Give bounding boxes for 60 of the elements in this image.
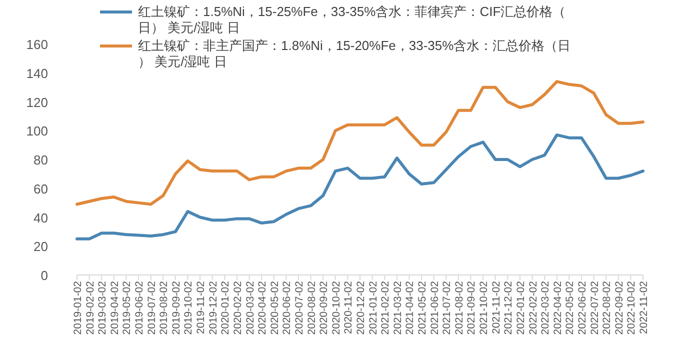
y-tick-label: 40: [34, 210, 48, 226]
x-tick-label: 2020-10-02: [330, 280, 342, 335]
y-tick-label: 20: [34, 239, 48, 254]
x-tick-label: 2021-04-02: [404, 280, 416, 335]
x-tick-label: 2021-03-02: [392, 280, 404, 335]
x-tick-label: 2021-11-02: [490, 280, 502, 334]
x-tick-label: 2022-07-02: [588, 280, 601, 335]
line-series: [76, 133, 644, 240]
x-tick-label: 2019-04-02: [108, 280, 121, 335]
x-tick-label: 2019-01-02: [72, 280, 84, 335]
y-tick-label: 100: [26, 124, 48, 139]
x-tick-label: 2020-09-02: [318, 280, 330, 335]
x-tick-label: 2022-01-02: [514, 280, 527, 335]
x-tick-label: 2019-02-02: [84, 280, 96, 335]
x-tick-label: 2021-06-02: [428, 280, 441, 335]
x-tick-label: 2020-11-02: [342, 280, 355, 334]
x-tick-label: 2019-03-02: [96, 280, 109, 335]
x-tick-label: 2019-06-02: [134, 280, 146, 335]
x-tick-label: 2021-05-02: [416, 280, 429, 335]
x-tick-label: 2019-11-02: [195, 280, 208, 334]
x-tick-label: 2019-05-02: [121, 280, 134, 335]
y-tick-label: 60: [34, 181, 48, 196]
x-tick-label: 2022-09-02: [613, 280, 626, 335]
x-tick-label: 2019-12-02: [207, 280, 220, 335]
y-tick-label: 80: [34, 152, 48, 168]
x-tick-label: 2021-08-02: [453, 280, 466, 335]
x-tick-label: 2020-06-02: [281, 280, 294, 335]
x-tick-label: 2019-08-02: [158, 280, 170, 335]
x-tick-label: 2021-10-02: [478, 280, 490, 335]
x-tick-label: 2020-05-02: [268, 280, 281, 335]
y-tick-label: 0: [40, 268, 48, 283]
x-tick-label: 2022-04-02: [552, 280, 564, 335]
x-tick-label: 2022-05-02: [564, 280, 576, 335]
y-tick-label: 160: [26, 37, 48, 52]
x-tick-label: 2021-01-02: [367, 280, 380, 335]
legend-label: 红土镍矿：1.5%Ni，15-25%Fe，33-35%含水：菲律宾产：CIF汇总价格（日） 美元/湿吨 日: [138, 4, 566, 35]
x-tick-label: 2022-02-02: [527, 280, 540, 335]
x-tick-label: 2022-11-02: [638, 280, 650, 334]
x-tick-label: 2022-08-02: [601, 280, 614, 335]
x-tick-label: 2020-02-02: [232, 280, 244, 335]
x-tick-label: 2020-04-02: [256, 280, 269, 335]
x-tick-label: 2021-07-02: [441, 280, 454, 335]
y-tick-label: 120: [26, 94, 48, 110]
x-tick-label: 2021-09-02: [466, 280, 478, 335]
x-tick-label: 2022-03-02: [540, 280, 552, 335]
x-tick-label: 2019-09-02: [170, 280, 182, 335]
legend-label: 红土镍矿：非主产国产：1.8%Ni，15-20%Fe，33-35%含水：汇总价格（日） 美元/湿吨 日: [138, 38, 571, 69]
x-tick-label: 2022-06-02: [576, 280, 588, 335]
x-tick-label: 2020-07-02: [293, 280, 306, 335]
x-tick-label: 2022-10-02: [626, 280, 638, 335]
x-tick-label: 2020-08-02: [306, 280, 318, 335]
x-tick-label: 2021-02-02: [380, 280, 392, 335]
x-tick-label: 2020-03-02: [244, 280, 256, 335]
x-tick-label: 2021-12-02: [502, 280, 515, 335]
line-series: [76, 80, 644, 206]
x-tick-label: 2019-10-02: [182, 280, 195, 335]
x-tick-label: 2020-01-02: [220, 280, 232, 335]
x-tick-label: 2019-07-02: [146, 280, 158, 335]
x-tick-label: 2020-12-02: [355, 280, 367, 335]
y-tick-label: 140: [26, 66, 48, 81]
